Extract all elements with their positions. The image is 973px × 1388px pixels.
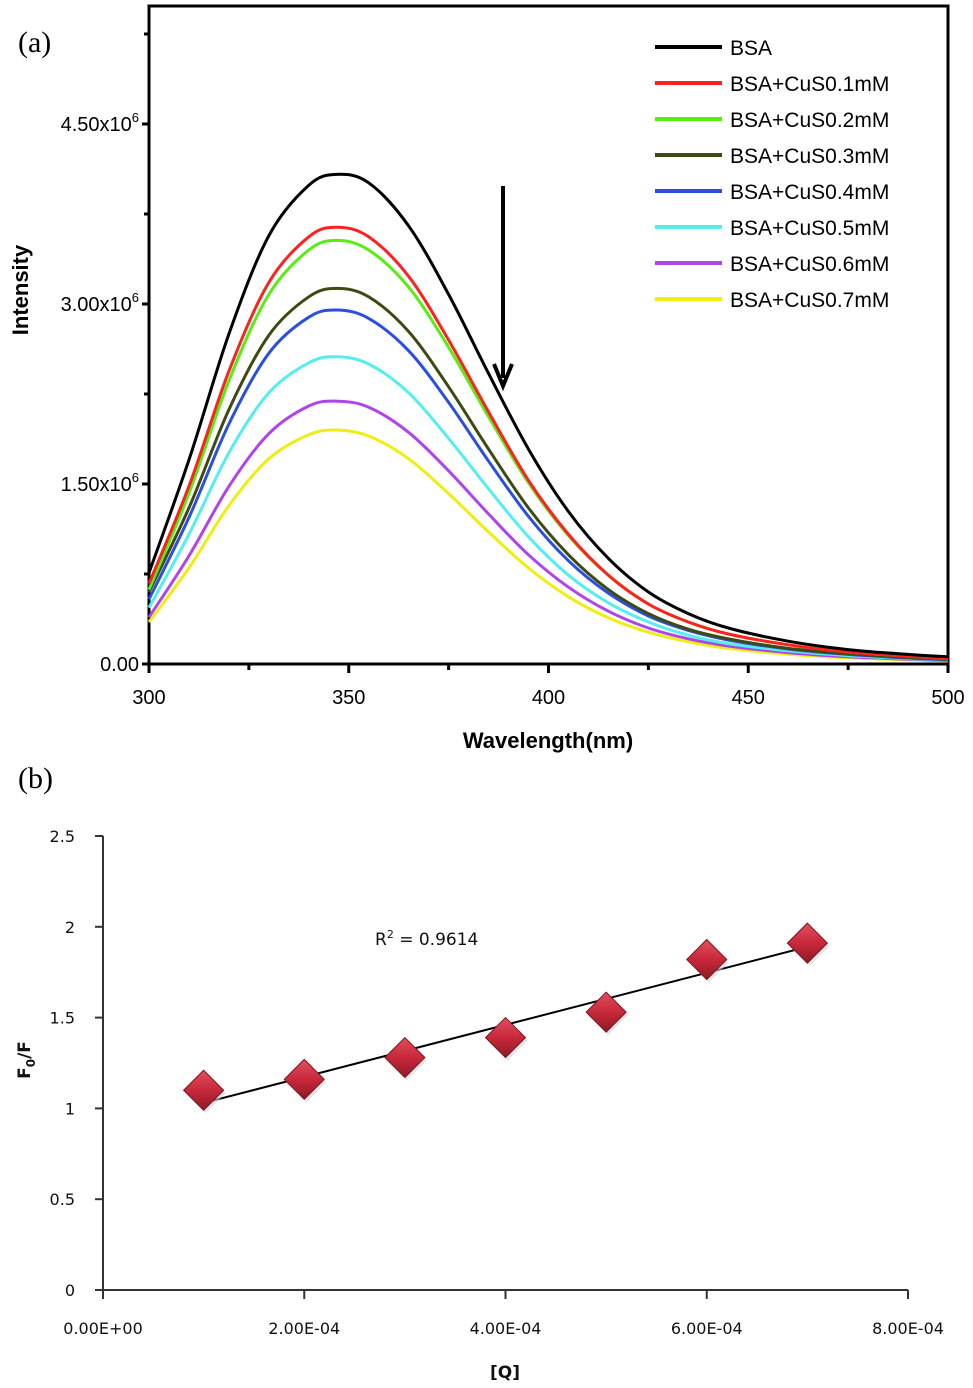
b-y-tick-label: 1 xyxy=(65,1099,75,1118)
a-legend-item: BSA+CuS0.3mM xyxy=(655,145,889,168)
a-legend-item: BSA+CuS0.4mM xyxy=(655,181,889,204)
a-y-tick-exp: 6 xyxy=(132,110,139,125)
a-x-tick-label: 400 xyxy=(532,687,565,709)
a-series-lines xyxy=(147,172,949,663)
arrow-head-icon xyxy=(492,363,514,392)
b-data-point xyxy=(484,1016,527,1059)
a-legend-item: BSA+CuS0.1mM xyxy=(655,73,889,96)
a-legend-label: BSA+CuS0.5mM xyxy=(730,217,889,240)
b-y-axis-title: F0/F xyxy=(15,1041,38,1079)
b-ylabel-rest: /F xyxy=(15,1041,35,1059)
b-y-tick-label: 1.5 xyxy=(50,1009,75,1028)
r-sup: 2 xyxy=(387,928,394,941)
a-legend-label: BSA+CuS0.3mM xyxy=(730,145,889,168)
b-x-axis-title: [Q] xyxy=(490,1363,520,1383)
a-y-tick-base: 4.50x10 xyxy=(61,114,132,136)
b-data-point xyxy=(182,1069,225,1111)
a-legend-label: BSA+CuS0.6mM xyxy=(730,253,889,276)
b-ylabel-sub: 0 xyxy=(24,1059,38,1067)
a-y-tick-base: 3.00x10 xyxy=(61,294,132,316)
a-series-line xyxy=(147,428,949,663)
b-y-tick-label: 0 xyxy=(65,1281,75,1300)
a-legend: BSA BSA+CuS0.1mM BSA+CuS0.2mM BSA+CuS0.3mM B… xyxy=(655,37,889,312)
b-x-tick-label: 8.00E-04 xyxy=(872,1319,944,1338)
a-x-ticks: 300 350 400 450 500 xyxy=(132,664,965,709)
a-legend-item: BSA xyxy=(655,37,772,60)
a-x-axis-title: Wavelength(nm) xyxy=(463,728,633,753)
a-x-tick-label: 450 xyxy=(732,687,765,709)
a-y-tick-label: 1.50x106 xyxy=(61,470,139,496)
b-y-tick-label: 0.5 xyxy=(50,1190,75,1209)
a-legend-label: BSA+CuS0.2mM xyxy=(730,109,889,132)
r-squared-annotation: R2 = 0.9614 xyxy=(375,928,478,950)
b-y-ticks: 0 0.5 1 1.5 2 2.5 xyxy=(50,827,103,1300)
panel-a-label: (a) xyxy=(18,26,51,59)
a-y-tick-exp: 6 xyxy=(132,470,139,485)
b-data-point xyxy=(786,922,829,964)
r-value: = 0.9614 xyxy=(394,930,479,950)
a-y-tick-base: 0.00 xyxy=(100,654,139,676)
b-x-tick-label: 6.00E-04 xyxy=(671,1319,743,1338)
b-data-point xyxy=(384,1036,426,1079)
b-ylabel-main: F xyxy=(15,1067,35,1079)
panel-b: (b) 0 0.5 1 1.5 2 2.5 0.00E+00 2.00E-04 4.00E-0… xyxy=(15,762,944,1383)
a-legend-item: BSA+CuS0.7mM xyxy=(655,289,889,312)
a-y-tick-base: 1.50x10 xyxy=(61,474,132,496)
panel-b-label: (b) xyxy=(18,762,53,795)
b-x-ticks: 0.00E+00 2.00E-04 4.00E-04 6.00E-04 8.00E-04 xyxy=(63,1290,944,1338)
r-label: R xyxy=(375,930,387,950)
a-y-tick-label: 3.00x106 xyxy=(61,290,139,316)
a-y-tick-label: 0.00 xyxy=(100,654,139,676)
a-y-axis-title: Intensity xyxy=(8,244,33,335)
a-legend-item: BSA+CuS0.2mM xyxy=(655,109,889,132)
b-data-point xyxy=(686,938,728,981)
a-legend-item: BSA+CuS0.5mM xyxy=(655,217,889,240)
a-series-line xyxy=(147,355,949,662)
a-legend-label: BSA xyxy=(730,37,772,60)
b-x-tick-label: 2.00E-04 xyxy=(268,1319,340,1338)
a-legend-label: BSA+CuS0.1mM xyxy=(730,73,889,96)
a-legend-label: BSA+CuS0.4mM xyxy=(730,181,889,204)
b-data-point xyxy=(283,1058,325,1101)
b-data-point xyxy=(585,991,627,1033)
b-y-tick-label: 2 xyxy=(65,918,75,937)
a-series-line xyxy=(147,286,949,661)
b-data-points xyxy=(182,922,830,1114)
decrease-arrow xyxy=(492,186,514,392)
a-series-line xyxy=(147,399,949,663)
a-x-tick-label: 300 xyxy=(132,687,165,709)
b-x-tick-label: 4.00E-04 xyxy=(470,1319,542,1338)
a-y-tick-label: 4.50x106 xyxy=(61,110,139,136)
a-x-tick-label: 350 xyxy=(332,687,365,709)
a-legend-item: BSA+CuS0.6mM xyxy=(655,253,889,276)
a-y-tick-exp: 6 xyxy=(132,290,139,305)
a-series-line xyxy=(147,172,949,659)
a-legend-label: BSA+CuS0.7mM xyxy=(730,289,889,312)
b-y-tick-label: 2.5 xyxy=(50,827,75,846)
b-x-tick-label: 0.00E+00 xyxy=(63,1319,143,1338)
a-series-line xyxy=(147,225,949,661)
a-x-tick-label: 500 xyxy=(931,687,964,709)
